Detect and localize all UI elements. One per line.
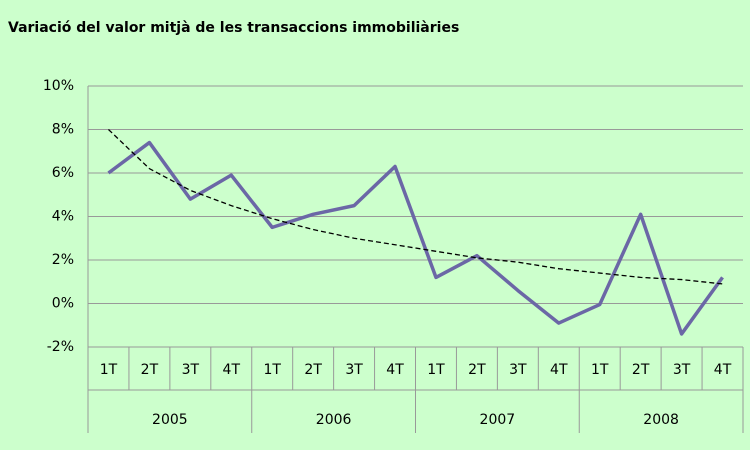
data-line	[107, 140, 724, 336]
y-tick-label: -2%	[47, 339, 74, 355]
y-tick-label: 4%	[52, 209, 74, 225]
chart-title: Variació del valor mitjà de les transacc…	[8, 20, 459, 36]
x-tick-label: 3T	[673, 362, 691, 378]
x-tick-label: 1T	[100, 362, 118, 378]
group-label: 2006	[316, 412, 352, 428]
x-tick-label: 3T	[509, 362, 527, 378]
x-tick-label: 1T	[591, 362, 609, 378]
x-tick-label: 3T	[345, 362, 363, 378]
x-tick-label: 2T	[304, 362, 322, 378]
group-label: 2005	[152, 412, 188, 428]
x-tick-label: 1T	[427, 362, 445, 378]
x-tick-label: 4T	[714, 362, 732, 378]
y-tick-label: 8%	[52, 122, 74, 138]
y-tick-label: 6%	[52, 165, 74, 181]
y-tick-label: 2%	[52, 252, 74, 268]
x-tick-label: 2T	[141, 362, 159, 378]
x-tick-label: 2T	[468, 362, 486, 378]
trend-line	[108, 129, 723, 285]
x-tick-label: 2T	[632, 362, 650, 378]
x-tick-label: 4T	[550, 362, 568, 378]
x-tick-label: 4T	[386, 362, 404, 378]
group-label: 2008	[643, 412, 679, 428]
x-tick-label: 1T	[263, 362, 281, 378]
x-tick-label: 4T	[223, 362, 241, 378]
y-tick-label: 10%	[43, 78, 74, 94]
group-label: 2007	[480, 412, 516, 428]
y-tick-label: 0%	[52, 296, 74, 312]
x-tick-label: 3T	[182, 362, 200, 378]
